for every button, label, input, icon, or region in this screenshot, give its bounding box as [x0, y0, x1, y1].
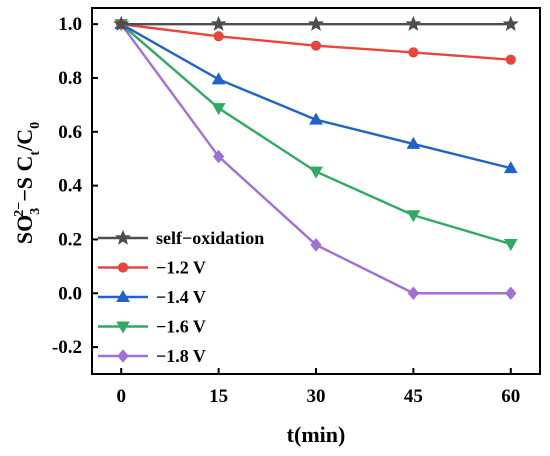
y-tick-label: -0.2	[52, 337, 82, 358]
legend-marker	[115, 229, 131, 245]
data-point	[407, 286, 420, 301]
legend: self−oxidation −1.2 V −1.4 V −1.6 V −1.8 V	[98, 228, 264, 366]
data-point	[310, 40, 322, 51]
data-point	[502, 15, 519, 31]
data-point	[406, 210, 421, 223]
y-axis-title-part: 3	[28, 208, 43, 215]
data-point	[113, 15, 130, 31]
x-tick-label: 30	[307, 386, 326, 407]
x-tick-label: 0	[116, 386, 126, 407]
data-point	[211, 103, 226, 116]
y-tick-label: 0.4	[58, 176, 82, 197]
data-point	[405, 15, 422, 31]
y-axis-title-part: 2−	[12, 202, 27, 217]
data-point	[211, 72, 226, 85]
legend-item: −1.2 V	[98, 258, 206, 278]
y-tick-label: 0.2	[58, 229, 82, 250]
x-axis-title: t(min)	[287, 422, 346, 447]
legend-item: −1.6 V	[98, 317, 206, 337]
y-axis-title-part: 0	[28, 122, 43, 129]
data-point	[503, 161, 518, 174]
data-point	[505, 286, 517, 301]
legend-item: self−oxidation	[98, 228, 264, 248]
legend-marker	[117, 349, 129, 363]
legend-label: −1.4 V	[156, 287, 206, 307]
data-point	[503, 239, 518, 252]
legend-item: −1.4 V	[98, 287, 206, 307]
data-point	[505, 54, 516, 65]
series-line	[120, 23, 511, 295]
series-group	[113, 15, 519, 301]
y-axis-title-part: /C	[12, 129, 37, 152]
axes: -0.2 0.0 0.2 0.4 0.6 0.8 1.0 0 15 30 45 60	[52, 14, 520, 407]
data-point	[309, 112, 323, 125]
data-point	[213, 31, 224, 42]
legend-item: −1.8 V	[98, 346, 206, 366]
series-1	[113, 15, 519, 31]
x-tick-label: 15	[209, 386, 228, 407]
legend-label: −1.2 V	[156, 258, 206, 278]
data-point	[309, 166, 323, 179]
legend-label: self−oxidation	[156, 228, 264, 248]
legend-marker	[116, 289, 130, 302]
legend-label: −1.6 V	[156, 317, 206, 337]
legend-marker	[116, 321, 130, 334]
y-tick-label: 1.0	[58, 14, 82, 35]
y-axis-title: SO32−−S Ct/C0	[12, 122, 43, 244]
y-axis-title-part: t	[28, 151, 43, 156]
y-tick-label: 0.8	[58, 68, 82, 89]
y-tick-label: 0.0	[58, 283, 82, 304]
data-point	[308, 15, 324, 31]
series-5	[115, 17, 517, 301]
y-axis-title-part: SO	[12, 215, 37, 244]
data-point	[210, 15, 227, 31]
y-axis-title-part: −S C	[12, 156, 37, 202]
legend-marker	[117, 262, 129, 273]
data-point	[408, 47, 419, 58]
data-point	[406, 136, 421, 149]
data-point	[310, 238, 322, 252]
x-tick-label: 60	[501, 386, 520, 407]
y-tick-label: 0.6	[58, 122, 82, 143]
legend-label: −1.8 V	[156, 346, 206, 366]
data-point	[212, 149, 225, 164]
x-tick-label: 45	[404, 386, 423, 407]
